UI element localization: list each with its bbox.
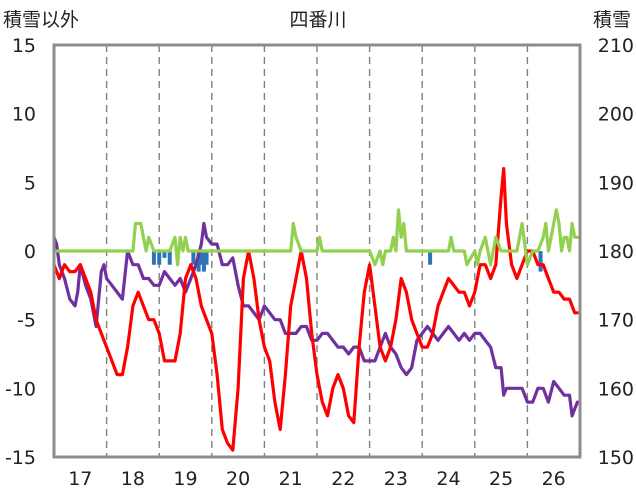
right-tick-label: 150 <box>598 447 634 469</box>
left-tick-label: 15 <box>12 35 36 57</box>
chart-marks <box>52 167 580 452</box>
left-tick-label: 5 <box>24 172 36 194</box>
bar <box>204 251 209 265</box>
bar <box>201 251 206 272</box>
x-tick-label: 19 <box>173 468 197 490</box>
x-tick-label: 20 <box>226 468 250 490</box>
right-tick-label: 200 <box>598 104 634 126</box>
right-tick-label: 170 <box>598 310 634 332</box>
left-tick-label: 10 <box>12 104 36 126</box>
x-tick-label: 25 <box>489 468 513 490</box>
x-tick-label: 22 <box>331 468 355 490</box>
bar <box>151 251 156 265</box>
tick-labels: 15 10 5 0 -5 -10 -15 210 200 190 180 170 160 150 17 18 1… <box>5 35 634 490</box>
bar <box>196 251 201 272</box>
series-line-2 <box>52 167 580 452</box>
chart-title: 四番川 <box>289 9 346 31</box>
left-tick-label: -15 <box>5 447 36 469</box>
bar <box>157 251 162 265</box>
bar <box>162 251 167 258</box>
x-tick-label: 24 <box>436 468 460 490</box>
plot-frame <box>52 43 582 459</box>
x-tick-label: 21 <box>279 468 303 490</box>
series-line-3 <box>52 208 580 267</box>
left-tick-label: -5 <box>17 310 36 332</box>
x-tick-label: 26 <box>542 468 566 490</box>
left-tick-label: 0 <box>24 241 36 263</box>
left-tick-label: -10 <box>5 378 36 400</box>
bar <box>191 251 196 265</box>
x-tick-label: 23 <box>384 468 408 490</box>
bar <box>538 251 543 272</box>
x-tick-label: 18 <box>121 468 145 490</box>
x-tick-label: 17 <box>68 468 92 490</box>
bar <box>199 251 204 265</box>
right-tick-label: 160 <box>598 378 634 400</box>
right-axis-label: 積雪 <box>593 9 631 31</box>
right-tick-label: 180 <box>598 241 634 263</box>
bar <box>428 251 433 265</box>
right-tick-label: 210 <box>598 35 634 57</box>
left-axis-label: 積雪以外 <box>3 9 79 31</box>
bar <box>167 251 172 265</box>
right-tick-label: 190 <box>598 172 634 194</box>
